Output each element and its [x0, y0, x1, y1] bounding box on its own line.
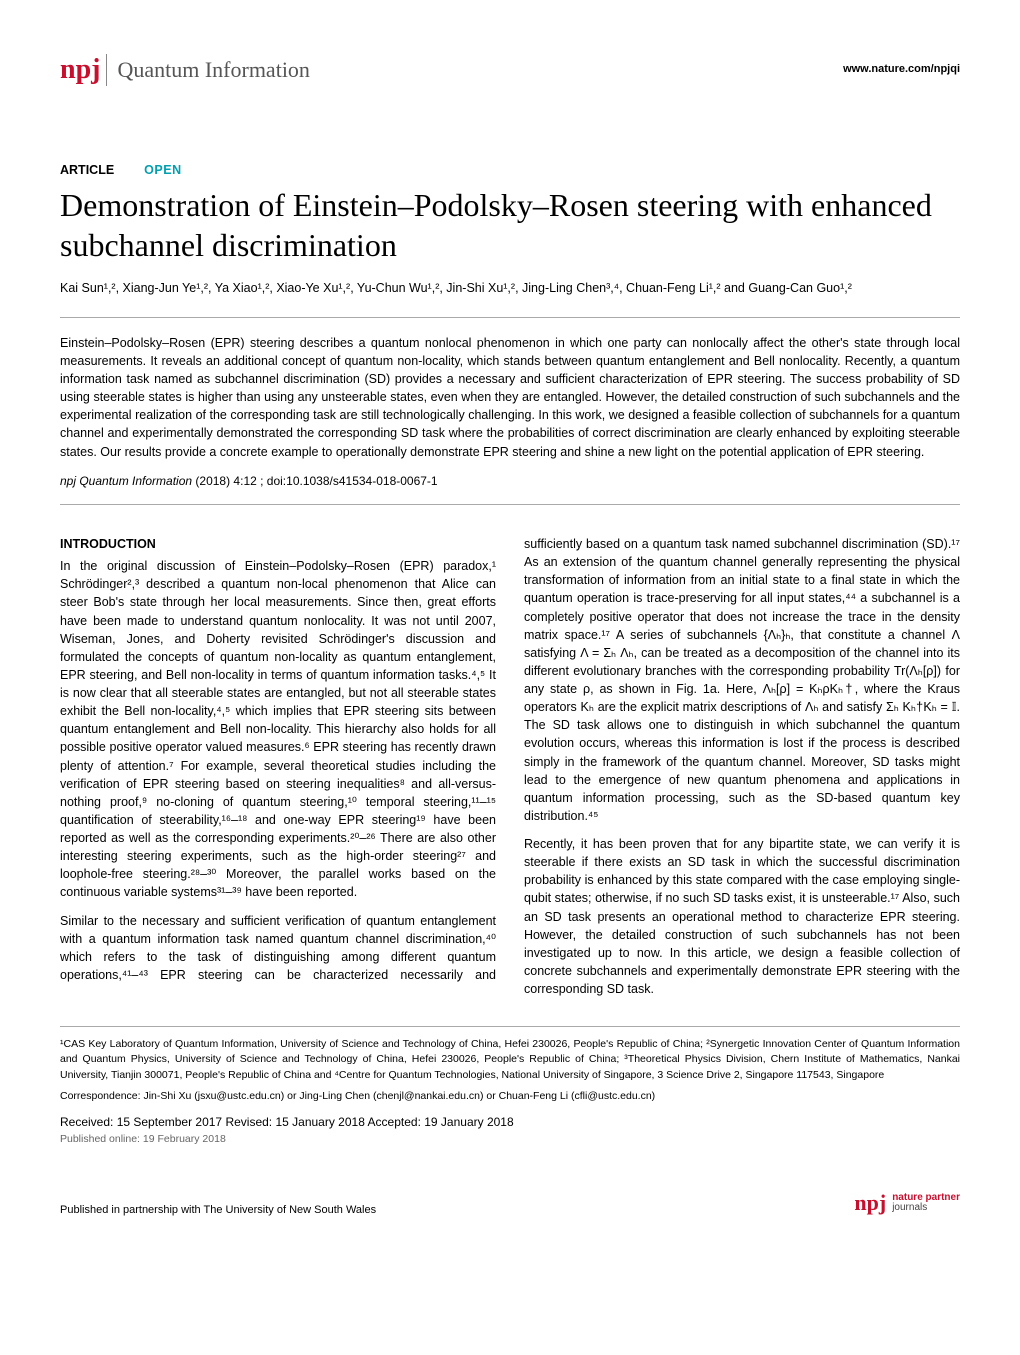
citation: npj Quantum Information (2018) 4:12 ; do… [60, 473, 960, 490]
npj-logo-mark: npj [854, 1187, 886, 1219]
npj-logo-mark: npj [60, 50, 100, 91]
footer-logo: npj nature partner journals [854, 1187, 960, 1219]
citation-journal: npj Quantum Information [60, 474, 192, 488]
body-paragraph: Recently, it has been proven that for an… [524, 835, 960, 998]
article-type-row: ARTICLE OPEN [60, 161, 960, 179]
abstract-text: Einstein–Podolsky–Rosen (EPR) steering d… [60, 334, 960, 461]
open-access-label: OPEN [144, 161, 181, 179]
citation-details: (2018) 4:12 ; doi:10.1038/s41534-018-006… [192, 474, 438, 488]
author-list: Kai Sun¹,², Xiang-Jun Ye¹,², Ya Xiao¹,²,… [60, 279, 960, 297]
affiliations-block: ¹CAS Key Laboratory of Quantum Informati… [60, 1026, 960, 1146]
partner-journals-text: nature partner journals [892, 1193, 960, 1213]
dates-published: Published online: 19 February 2018 [60, 1132, 960, 1147]
article-title: Demonstration of Einstein–Podolsky–Rosen… [60, 185, 960, 265]
correspondence: Correspondence: Jin-Shi Xu (jsxu@ustc.ed… [60, 1089, 960, 1104]
page-header: npj Quantum Information www.nature.com/n… [60, 50, 960, 91]
body-paragraph: In the original discussion of Einstein–P… [60, 557, 496, 901]
affiliations-text: ¹CAS Key Laboratory of Quantum Informati… [60, 1037, 960, 1083]
body-columns: INTRODUCTION In the original discussion … [60, 535, 960, 998]
page-footer: Published in partnership with The Univer… [60, 1187, 960, 1219]
partner-line2: journals [892, 1202, 927, 1213]
dates-received: Received: 15 September 2017 Revised: 15 … [60, 1114, 960, 1131]
partnership-text: Published in partnership with The Univer… [60, 1203, 376, 1219]
journal-logo: npj Quantum Information [60, 50, 310, 91]
site-url[interactable]: www.nature.com/npjqi [843, 62, 960, 78]
abstract-box: Einstein–Podolsky–Rosen (EPR) steering d… [60, 317, 960, 505]
section-heading: INTRODUCTION [60, 535, 496, 553]
article-label: ARTICLE [60, 161, 114, 179]
journal-name: Quantum Information [106, 54, 309, 86]
